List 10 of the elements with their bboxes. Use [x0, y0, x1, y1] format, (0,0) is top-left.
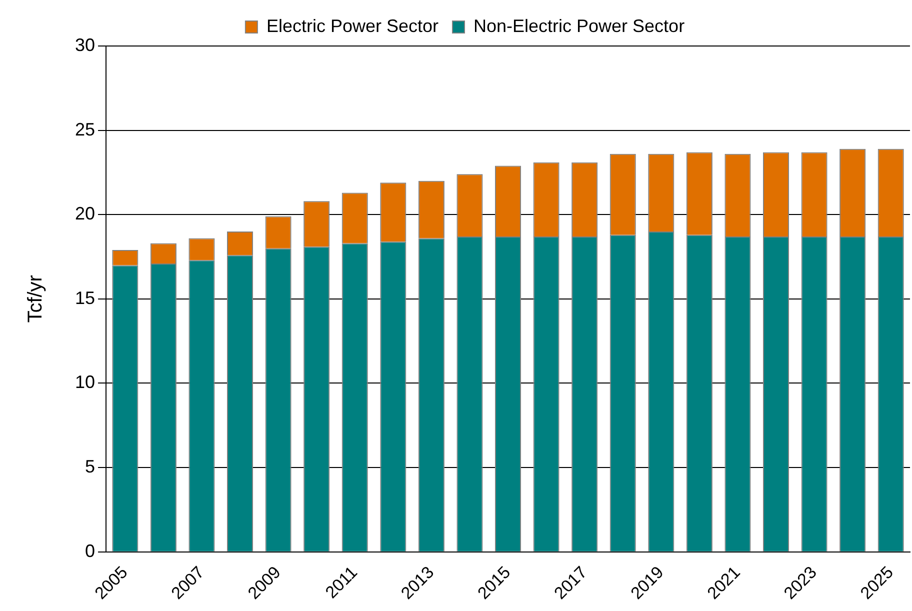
y-tick-label: 5: [85, 456, 96, 476]
y-tick-label: 30: [74, 34, 96, 55]
y-tick-label: 10: [74, 372, 96, 392]
y-tick-label: 20: [74, 204, 96, 224]
y-tick-label: 25: [74, 119, 96, 140]
y-axis-title: Tcf/yr: [24, 274, 47, 323]
legend-label: Electric Power Sector: [266, 16, 438, 36]
y-tick-label: 0: [85, 540, 96, 561]
y-tick-label: 15: [74, 288, 96, 308]
legend-label: Non-Electric Power Sector: [473, 16, 685, 36]
